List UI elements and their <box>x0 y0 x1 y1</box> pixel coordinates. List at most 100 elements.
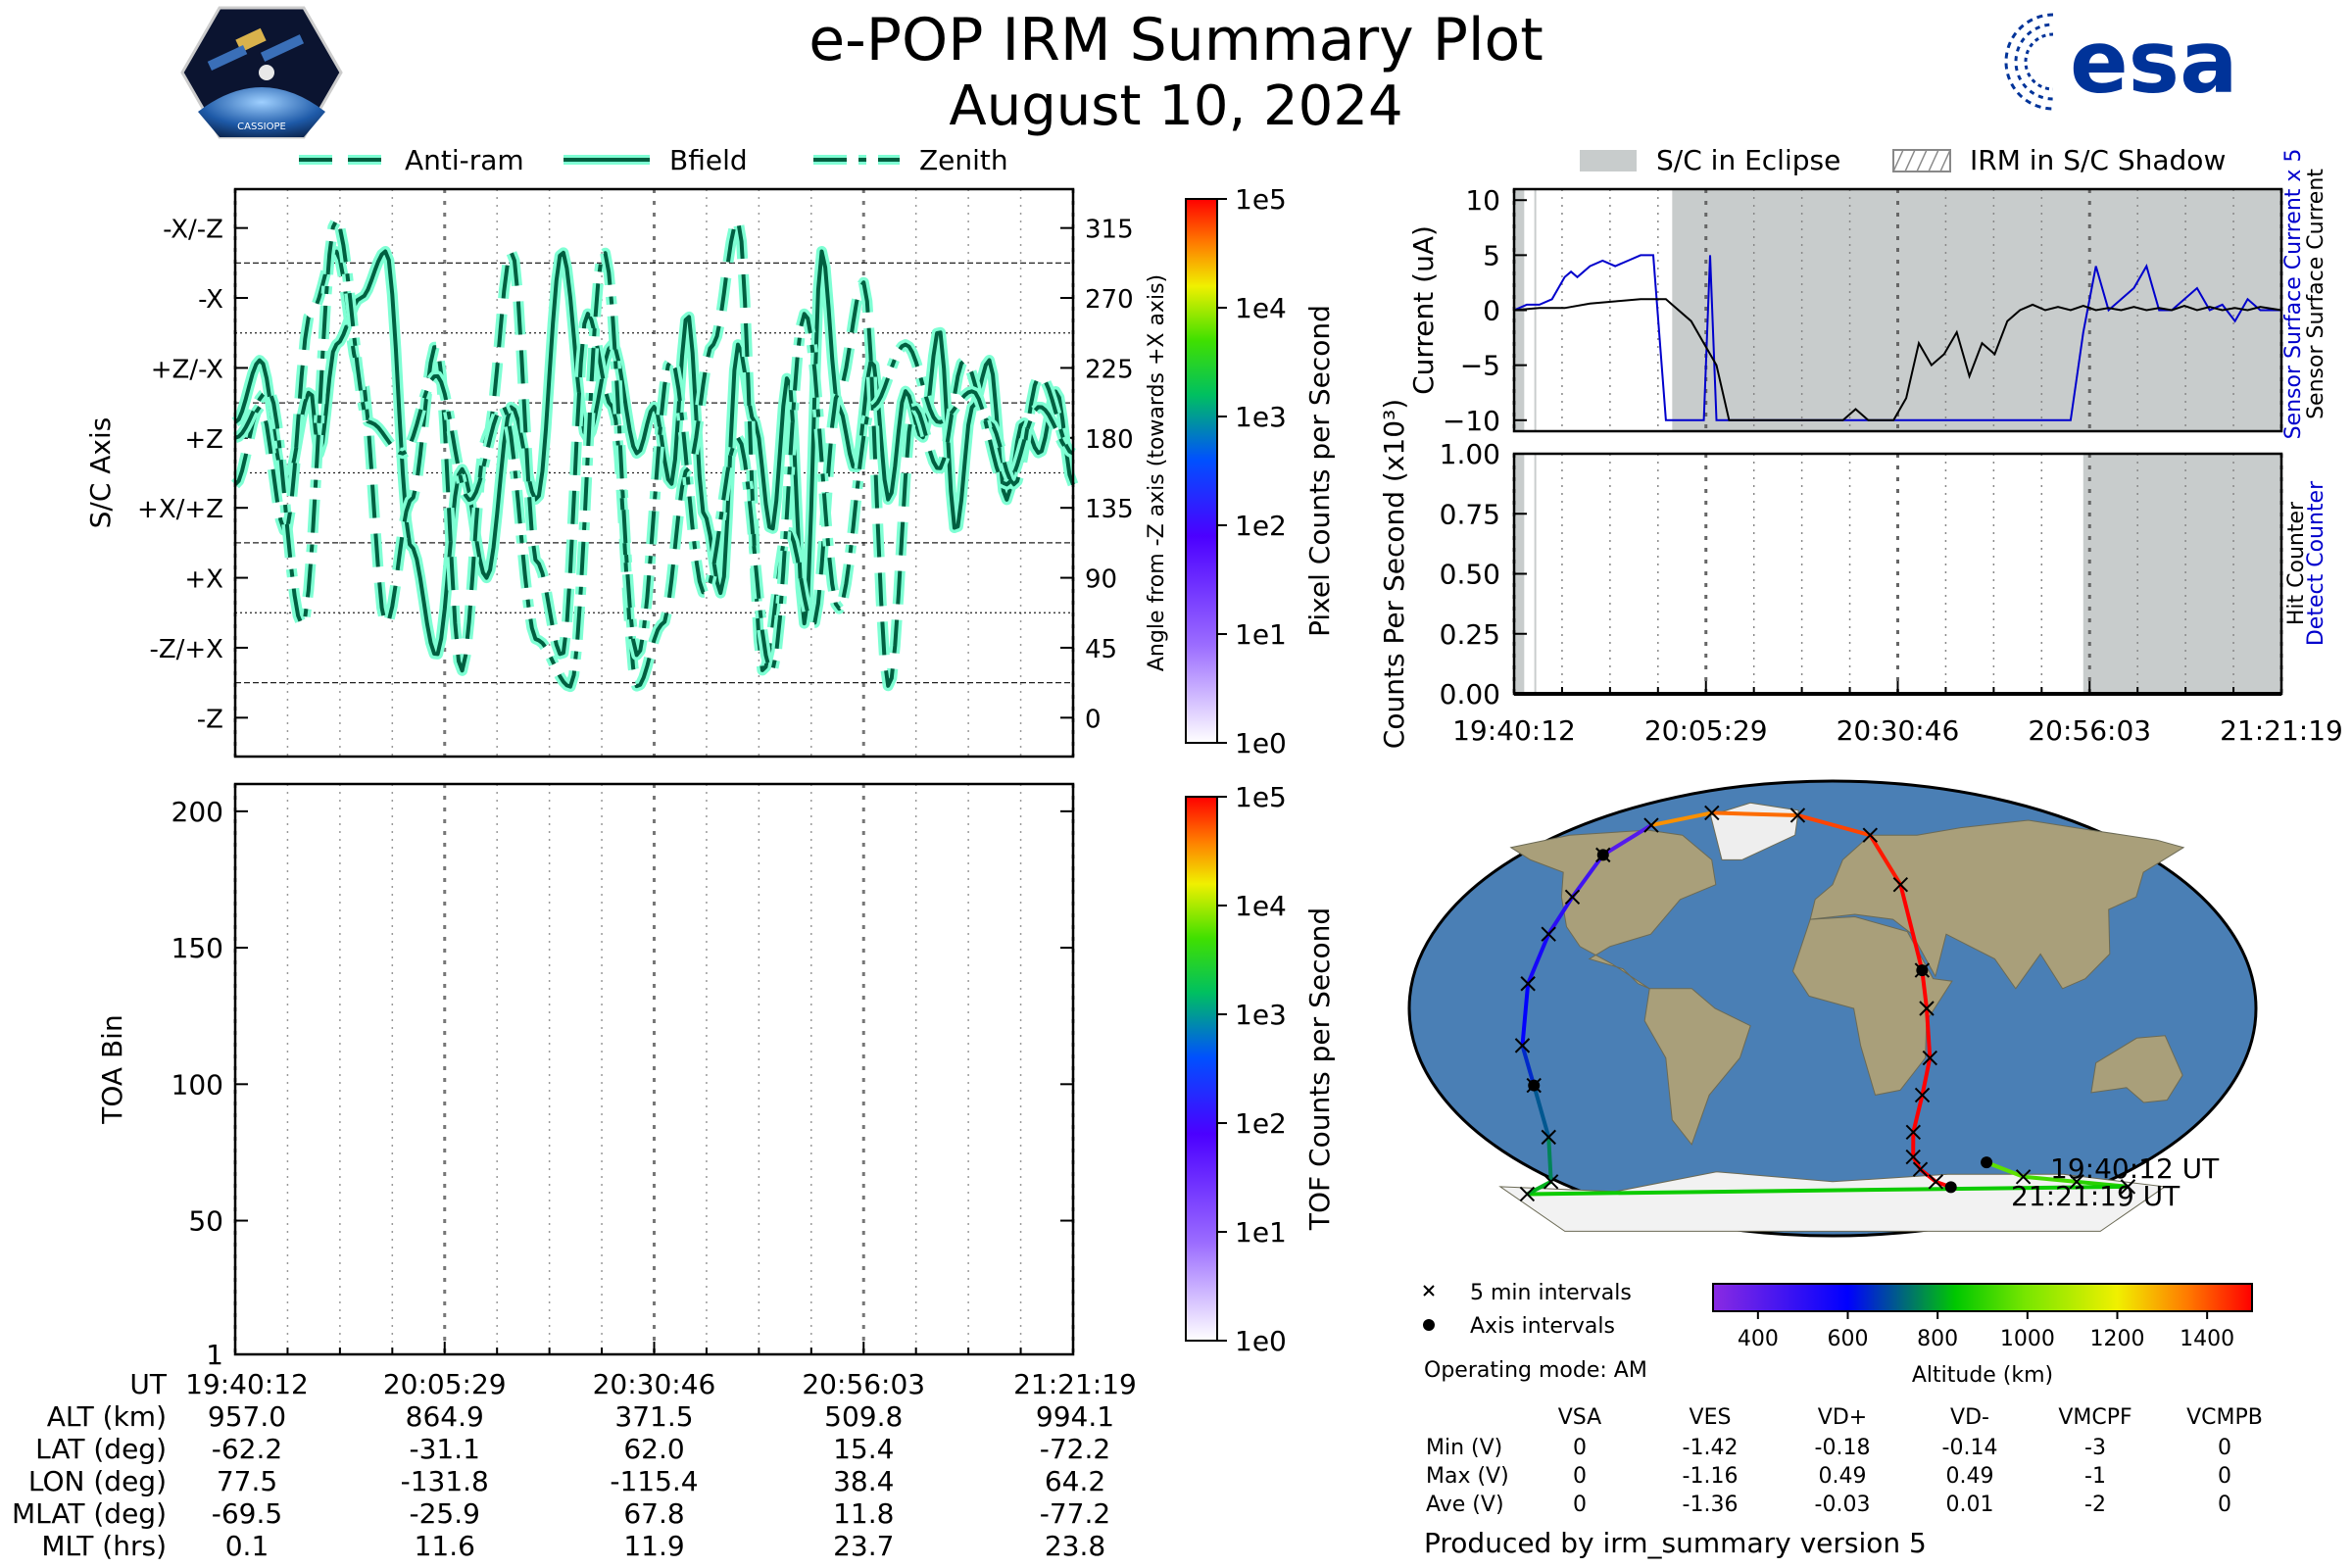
sc-axis-right-tick-label: 0 <box>1085 705 1102 734</box>
legend-axis-label: Axis intervals <box>1470 1314 1615 1339</box>
time-table-cell: 23.7 <box>833 1530 894 1562</box>
counts-right-label-black: Hit Counter <box>2284 501 2309 625</box>
counts-ytick-label: 0.25 <box>1440 618 1500 651</box>
current-ytick-label: −5 <box>1460 350 1500 382</box>
time-table-cell: 957.0 <box>208 1400 286 1433</box>
counts-right-label-blue: Detect Counter <box>2304 480 2328 646</box>
map-eurasia <box>1809 819 2185 990</box>
sc-axis-ytick-label: +Z <box>184 425 223 455</box>
counts-ytick-label: 1.00 <box>1440 438 1500 470</box>
altitude-colorbar-tick-label: 600 <box>1828 1327 1869 1351</box>
sc-axis-ytick-label: -X/-Z <box>163 216 223 245</box>
map-5min-marker <box>1905 1124 1922 1141</box>
time-table-cell: 994.1 <box>1036 1400 1114 1433</box>
voltage-table-cell: 0 <box>2218 1464 2231 1489</box>
current-series-line <box>1513 298 2282 421</box>
pixel-colorbar-tick-label: 1e3 <box>1235 401 1287 433</box>
voltage-table-header: VD- <box>1950 1405 1989 1430</box>
map-track-segment <box>1520 1045 1537 1087</box>
sc-axis-series-bfield <box>233 249 1075 657</box>
esa-logo-text: esa <box>2070 12 2237 113</box>
pixel-colorbar-label: Pixel Counts per Second <box>1303 305 1336 637</box>
counts-ytick-label: 0.00 <box>1440 678 1500 710</box>
voltage-table-header: VMCPF <box>2058 1405 2132 1430</box>
tof-colorbar-tick-label: 1e1 <box>1235 1216 1287 1249</box>
legend-label-bfield: Bfield <box>669 144 748 176</box>
time-table-cell: -25.9 <box>410 1497 480 1530</box>
map-5min-marker <box>2120 1179 2136 1195</box>
map-track-segment <box>1925 1007 1933 1058</box>
current-ytick-label: 0 <box>1483 295 1500 327</box>
voltage-table-cell: -1 <box>2084 1464 2106 1489</box>
voltage-table-cell: 0 <box>2218 1493 2231 1517</box>
altitude-colorbar-tick-label: 1000 <box>2000 1327 2055 1351</box>
map-5min-marker <box>1564 889 1581 906</box>
map-track-segment <box>1546 1137 1553 1182</box>
tof-colorbar-tick-label: 1e4 <box>1235 890 1287 922</box>
map-track-segment <box>1898 884 1925 971</box>
sc-axis-right-tick-label: 180 <box>1085 425 1134 455</box>
map-south-america <box>1643 988 1751 1146</box>
page-date: August 10, 2024 <box>949 74 1403 138</box>
altitude-colorbar <box>1712 1283 2253 1312</box>
voltage-table-cell: 0 <box>1573 1493 1587 1517</box>
map-track-segment <box>1527 1184 2129 1197</box>
time-table-cell: 62.0 <box>623 1433 684 1465</box>
time-table-cell: 864.9 <box>406 1400 484 1433</box>
time-table-cell: 20:05:29 <box>383 1368 507 1400</box>
map-track-segment <box>1796 813 1871 838</box>
map-track-segment <box>1868 834 1903 886</box>
toa-ytick-label: 100 <box>172 1068 223 1101</box>
map-5min-marker <box>1922 1050 1938 1066</box>
current-right-label-blue: Sensor Surface Current x 5 <box>2281 149 2306 440</box>
voltage-table-header: VSA <box>1558 1405 1601 1430</box>
time-table-row-label: MLT (hrs) <box>41 1530 167 1562</box>
tof-colorbar <box>1185 796 1218 1342</box>
map-track-segment <box>1570 854 1605 899</box>
sc-axis-ytick-label: +X/+Z <box>137 495 223 524</box>
toa-ylabel: TOA Bin <box>96 1014 128 1124</box>
time-table-row-label: LAT (deg) <box>35 1433 167 1465</box>
map-5min-marker <box>1704 805 1720 821</box>
map-axis-marker <box>1528 1079 1541 1092</box>
time-table-cell: -77.2 <box>1040 1497 1110 1530</box>
legend-5min-icon <box>1423 1285 1435 1297</box>
voltage-table-cell: 0.49 <box>1946 1464 1994 1489</box>
counts-xtick-label: 19:40:12 <box>1452 714 1576 747</box>
current-ytick-label: 5 <box>1483 239 1500 271</box>
time-table-row-label: UT <box>129 1368 167 1400</box>
altitude-colorbar-tick-label: 400 <box>1738 1327 1779 1351</box>
tof-colorbar-tick-label: 1e5 <box>1235 781 1287 813</box>
time-table-cell: 20:30:46 <box>593 1368 716 1400</box>
time-table-cell: -31.1 <box>410 1433 480 1465</box>
legend-shadow-hatch <box>1892 149 1904 172</box>
page-title: e-POP IRM Summary Plot <box>808 6 1544 74</box>
legend-shadow-label: IRM in S/C Shadow <box>1970 144 2226 176</box>
time-table-cell: -62.2 <box>212 1433 282 1465</box>
current-eclipse-span <box>1672 189 2281 431</box>
voltage-table-row-label: Max (V) <box>1426 1464 1509 1489</box>
cassiope-logo: CASSIOPE <box>180 6 343 139</box>
current-ytick-label: −10 <box>1443 405 1500 437</box>
time-table-cell: -115.4 <box>610 1465 698 1497</box>
counts-xtick-label: 20:05:29 <box>1644 714 1768 747</box>
map-5min-marker <box>1914 1087 1931 1103</box>
current-ytick-label: 10 <box>1465 184 1500 217</box>
counts-eclipse-span <box>2082 454 2281 694</box>
pixel-colorbar-tick-label: 1e2 <box>1235 510 1287 542</box>
pixel-colorbar <box>1185 198 1218 744</box>
current-frame <box>1512 187 2283 433</box>
sc-axis-right-tick-label: 225 <box>1085 355 1134 384</box>
map-track-segment <box>1546 896 1575 936</box>
counts-frame <box>1512 452 2283 696</box>
map-5min-marker <box>1928 1174 1944 1190</box>
map-5min-marker <box>2015 1169 2032 1185</box>
pixel-colorbar-tick-label: 1e0 <box>1235 727 1287 760</box>
time-table-cell: 0.1 <box>225 1530 270 1562</box>
toa-ytick-label: 150 <box>172 932 223 964</box>
legend-eclipse-label: S/C in Eclipse <box>1656 144 1840 176</box>
sc-axis-ytick-label: +X <box>184 565 223 595</box>
map-track-segment <box>1520 983 1531 1047</box>
pixel-colorbar-tick-label: 1e1 <box>1235 618 1287 651</box>
